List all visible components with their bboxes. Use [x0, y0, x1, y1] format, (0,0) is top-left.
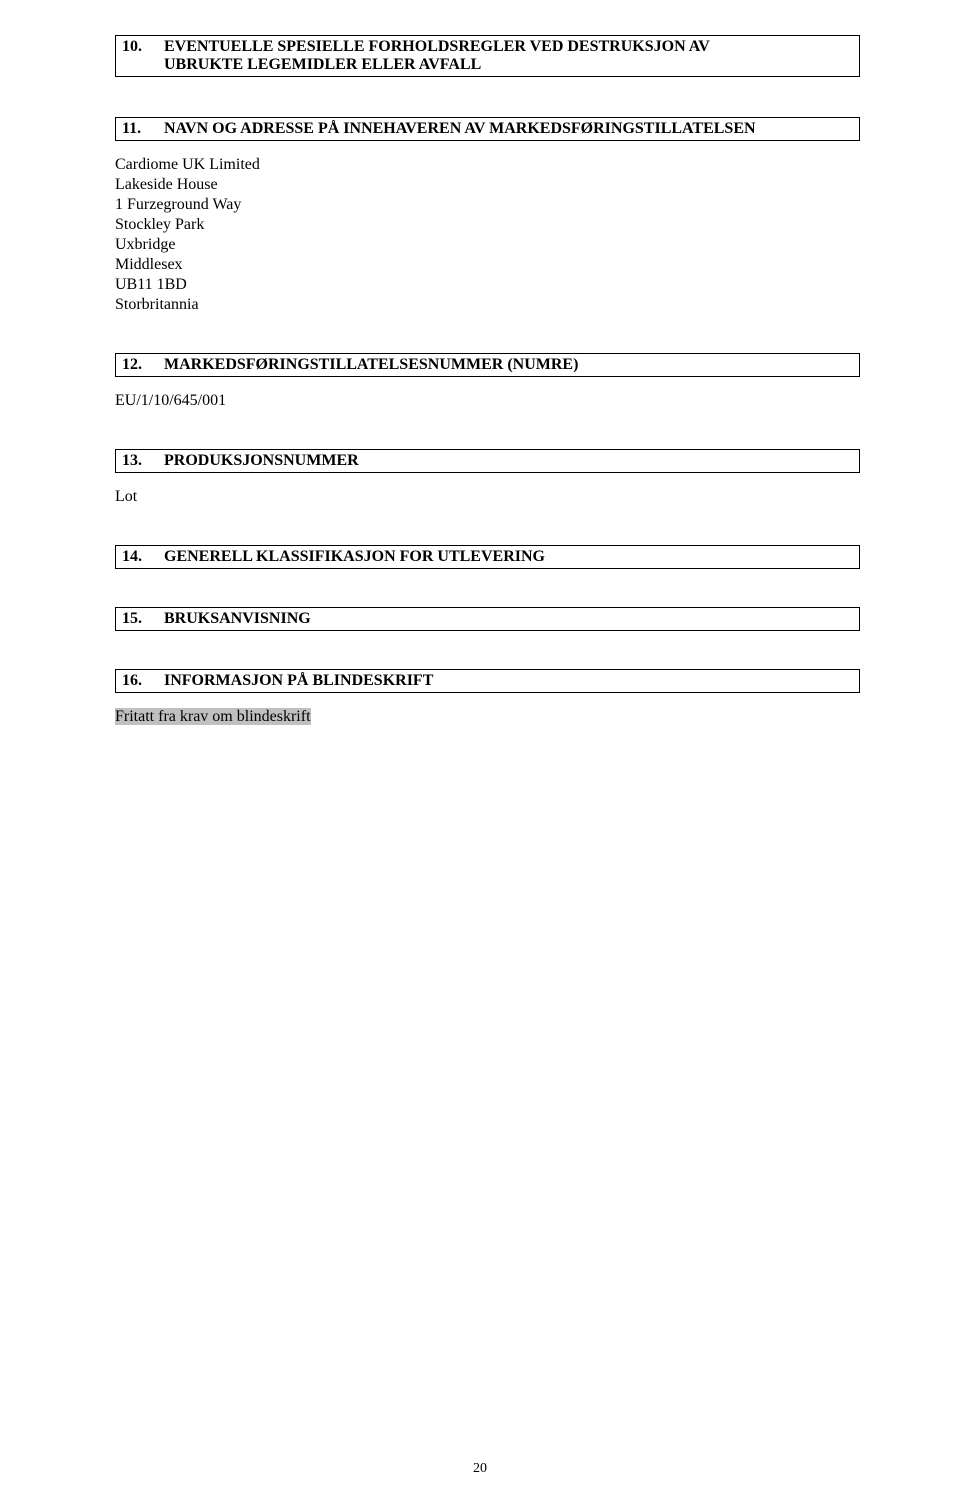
section-15-title: BRUKSANVISNING — [164, 610, 311, 628]
section-13-title: PRODUKSJONSNUMMER — [164, 452, 359, 470]
section-11-number: 11. — [122, 120, 164, 138]
section-11-body: Cardiome UK Limited Lakeside House 1 Fur… — [115, 155, 860, 315]
section-14-number: 14. — [122, 548, 164, 566]
section-13-box: 13. PRODUKSJONSNUMMER — [115, 449, 860, 473]
section-16-body: Fritatt fra krav om blindeskrift — [115, 707, 860, 727]
section-15-number: 15. — [122, 610, 164, 628]
section-13-number: 13. — [122, 452, 164, 470]
braille-exempt-text: Fritatt fra krav om blindeskrift — [115, 708, 311, 725]
address-line-4: Stockley Park — [115, 215, 860, 235]
address-line-7: UB11 1BD — [115, 275, 860, 295]
address-line-8: Storbritannia — [115, 295, 860, 315]
address-line-3: 1 Furzeground Way — [115, 195, 860, 215]
section-12-box: 12. MARKEDSFØRINGSTILLATELSESNUMMER (NUM… — [115, 353, 860, 377]
section-10-title-line1: EVENTUELLE SPESIELLE FORHOLDSREGLER VED … — [164, 38, 710, 56]
address-line-6: Middlesex — [115, 255, 860, 275]
page: 10. EVENTUELLE SPESIELLE FORHOLDSREGLER … — [0, 0, 960, 1507]
section-14-title: GENERELL KLASSIFIKASJON FOR UTLEVERING — [164, 548, 545, 566]
section-12-body: EU/1/10/645/001 — [115, 391, 860, 411]
section-14-box: 14. GENERELL KLASSIFIKASJON FOR UTLEVERI… — [115, 545, 860, 569]
section-12-number: 12. — [122, 356, 164, 374]
lot-label: Lot — [115, 487, 860, 507]
section-11-box: 11. NAVN OG ADRESSE PÅ INNEHAVEREN AV MA… — [115, 117, 860, 141]
section-16-number: 16. — [122, 672, 164, 690]
section-10-number: 10. — [122, 38, 164, 56]
section-13-body: Lot — [115, 487, 860, 507]
address-line-1: Cardiome UK Limited — [115, 155, 860, 175]
marketing-auth-number: EU/1/10/645/001 — [115, 391, 860, 411]
section-12-title: MARKEDSFØRINGSTILLATELSESNUMMER (NUMRE) — [164, 356, 578, 374]
address-line-2: Lakeside House — [115, 175, 860, 195]
section-10-title-line2: UBRUKTE LEGEMIDLER ELLER AVFALL — [164, 56, 481, 74]
section-10-box: 10. EVENTUELLE SPESIELLE FORHOLDSREGLER … — [115, 35, 860, 77]
section-16-title: INFORMASJON PÅ BLINDESKRIFT — [164, 672, 433, 690]
section-15-box: 15. BRUKSANVISNING — [115, 607, 860, 631]
section-11-title: NAVN OG ADRESSE PÅ INNEHAVEREN AV MARKED… — [164, 120, 756, 138]
address-line-5: Uxbridge — [115, 235, 860, 255]
section-16-box: 16. INFORMASJON PÅ BLINDESKRIFT — [115, 669, 860, 693]
page-number: 20 — [0, 1461, 960, 1477]
